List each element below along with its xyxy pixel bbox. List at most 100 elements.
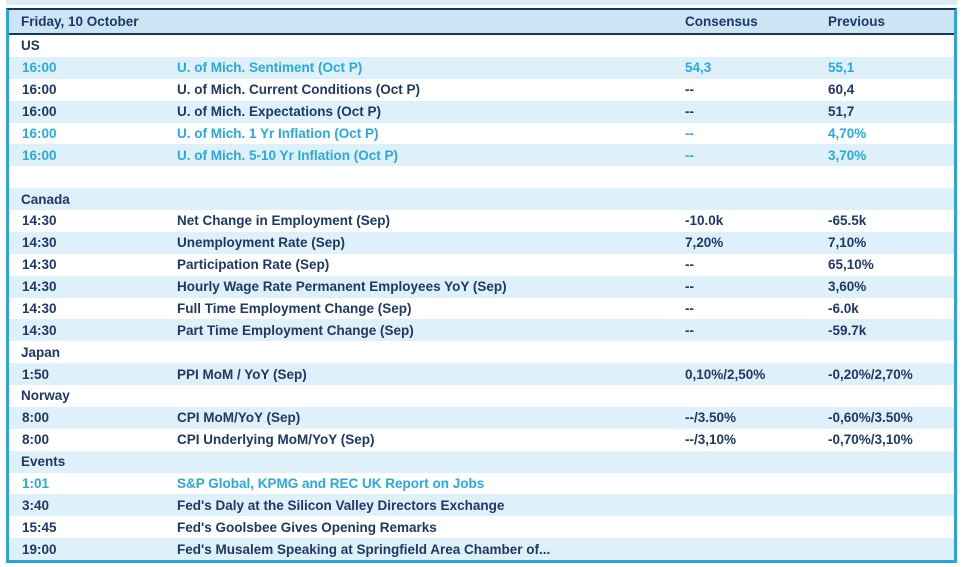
consensus-value: --/3.50% [685,410,737,426]
event-time: 19:00 [22,541,57,557]
previous-value: 65,10% [828,257,874,273]
previous-value: 51,7 [828,104,855,120]
calendar-table: Friday, 10 October Consensus Previous US… [6,8,957,563]
event-label: U. of Mich. Expectations (Oct P) [177,104,382,120]
event-row: 16:00 U. of Mich. Sentiment (Oct P) 54,3… [9,56,954,79]
event-time: 14:30 [22,257,57,273]
previous-value: -65.5k [828,213,867,229]
previous-value: -6.0k [828,300,859,316]
event-row: 1:01 S&P Global, KPMG and REC UK Report … [9,473,954,495]
event-label: Participation Rate (Sep) [177,257,330,273]
event-time: 1:01 [22,475,50,491]
previous-value: 55,1 [828,60,855,76]
event-time: 16:00 [22,147,57,163]
cropped-table-edge [6,0,957,5]
event-row: 14:30 Hourly Wage Rate Permanent Employe… [9,275,954,298]
event-row: 1:50 PPI MoM / YoY (Sep) 0,10%/2,50% -0,… [9,363,954,385]
event-label: Part Time Employment Change (Sep) [177,322,414,338]
previous-column-header: Previous [828,14,886,29]
event-row: 16:00 U. of Mich. Current Conditions (Oc… [9,79,954,101]
event-label: PPI MoM / YoY (Sep) [177,366,307,382]
consensus-value: --/3,10% [685,432,737,448]
previous-value: 60,4 [828,82,855,98]
section-row-japan: Japan [9,341,954,363]
event-row: 14:30 Net Change in Employment (Sep) -10… [9,210,954,232]
event-time: 16:00 [22,82,57,98]
event-row: 14:30 Part Time Employment Change (Sep) … [9,319,954,342]
consensus-value: -- [685,279,694,295]
consensus-value: -- [685,322,694,338]
event-label: CPI MoM/YoY (Sep) [177,410,301,426]
event-time: 16:00 [22,60,57,76]
event-time: 8:00 [22,432,50,448]
event-label: Net Change in Employment (Sep) [177,213,391,229]
event-time: 14:30 [22,213,57,229]
event-row: 14:30 Participation Rate (Sep) -- 65,10% [9,254,954,276]
event-label: Hourly Wage Rate Permanent Employees YoY… [177,279,507,295]
date-label: Friday, 10 October [21,14,139,29]
event-row: 15:45 Fed's Goolsbee Gives Opening Remar… [9,516,954,538]
event-time: 3:40 [22,497,50,513]
event-row: 8:00 CPI MoM/YoY (Sep) --/3.50% -0,60%/3… [9,406,954,429]
table-header-row: Friday, 10 October Consensus Previous [9,10,954,35]
consensus-value: 7,20% [685,235,724,251]
event-label: Fed's Musalem Speaking at Springfield Ar… [177,541,551,557]
consensus-value: -- [685,104,694,120]
section-row-canada: Canada [9,188,954,210]
consensus-value: -- [685,82,694,98]
consensus-value: 54,3 [685,60,712,76]
spacer-row [9,166,954,188]
previous-value: -0,20%/2,70% [828,366,913,382]
event-label: U. of Mich. 1 Yr Inflation (Oct P) [177,125,379,141]
event-label: U. of Mich. 5-10 Yr Inflation (Oct P) [177,147,399,163]
event-label: S&P Global, KPMG and REC UK Report on Jo… [177,475,485,491]
event-time: 14:30 [22,235,57,251]
section-row-events: Events [9,450,954,473]
event-row: 8:00 CPI Underlying MoM/YoY (Sep) --/3,1… [9,429,954,451]
event-label: U. of Mich. Current Conditions (Oct P) [177,82,420,98]
event-label: CPI Underlying MoM/YoY (Sep) [177,432,375,448]
event-time: 14:30 [22,279,57,295]
consensus-value: 0,10%/2,50% [685,366,766,382]
consensus-column-header: Consensus [685,14,758,29]
section-label: Canada [21,191,70,207]
event-row: 16:00 U. of Mich. 1 Yr Inflation (Oct P)… [9,123,954,145]
section-row-us: US [9,35,954,57]
event-label: Fed's Goolsbee Gives Opening Remarks [177,519,437,535]
event-time: 8:00 [22,410,50,426]
event-label: U. of Mich. Sentiment (Oct P) [177,60,363,76]
consensus-value: -- [685,147,694,163]
event-time: 14:30 [22,322,57,338]
event-label: Unemployment Rate (Sep) [177,235,346,251]
event-time: 16:00 [22,125,57,141]
previous-value: -0,60%/3.50% [828,410,913,426]
event-row: 16:00 U. of Mich. Expectations (Oct P) -… [9,100,954,123]
event-time: 15:45 [22,519,57,535]
consensus-value: -- [685,300,694,316]
section-row-norway: Norway [9,385,954,407]
event-row: 3:40 Fed's Daly at the Silicon Valley Di… [9,494,954,517]
table-body: US 16:00 U. of Mich. Sentiment (Oct P) 5… [9,35,954,560]
consensus-value: -- [685,125,694,141]
section-label: Norway [21,388,70,404]
section-label: US [21,38,40,54]
event-label: Fed's Daly at the Silicon Valley Directo… [177,497,505,513]
section-label: Japan [21,344,61,360]
previous-value: -0,70%/3,10% [828,432,913,448]
event-time: 16:00 [22,104,57,120]
previous-value: 3,60% [828,279,867,295]
event-time: 1:50 [22,366,50,382]
event-row: 16:00 U. of Mich. 5-10 Yr Inflation (Oct… [9,144,954,167]
previous-value: 3,70% [828,147,867,163]
event-row: 14:30 Full Time Employment Change (Sep) … [9,298,954,320]
previous-value: 4,70% [828,125,867,141]
event-row: 19:00 Fed's Musalem Speaking at Springfi… [9,538,954,560]
section-label: Events [21,454,66,470]
consensus-value: -- [685,257,694,273]
consensus-value: -10.0k [685,213,724,229]
event-label: Full Time Employment Change (Sep) [177,300,412,316]
previous-value: 7,10% [828,235,867,251]
event-time: 14:30 [22,300,57,316]
event-row: 14:30 Unemployment Rate (Sep) 7,20% 7,10… [9,231,954,254]
